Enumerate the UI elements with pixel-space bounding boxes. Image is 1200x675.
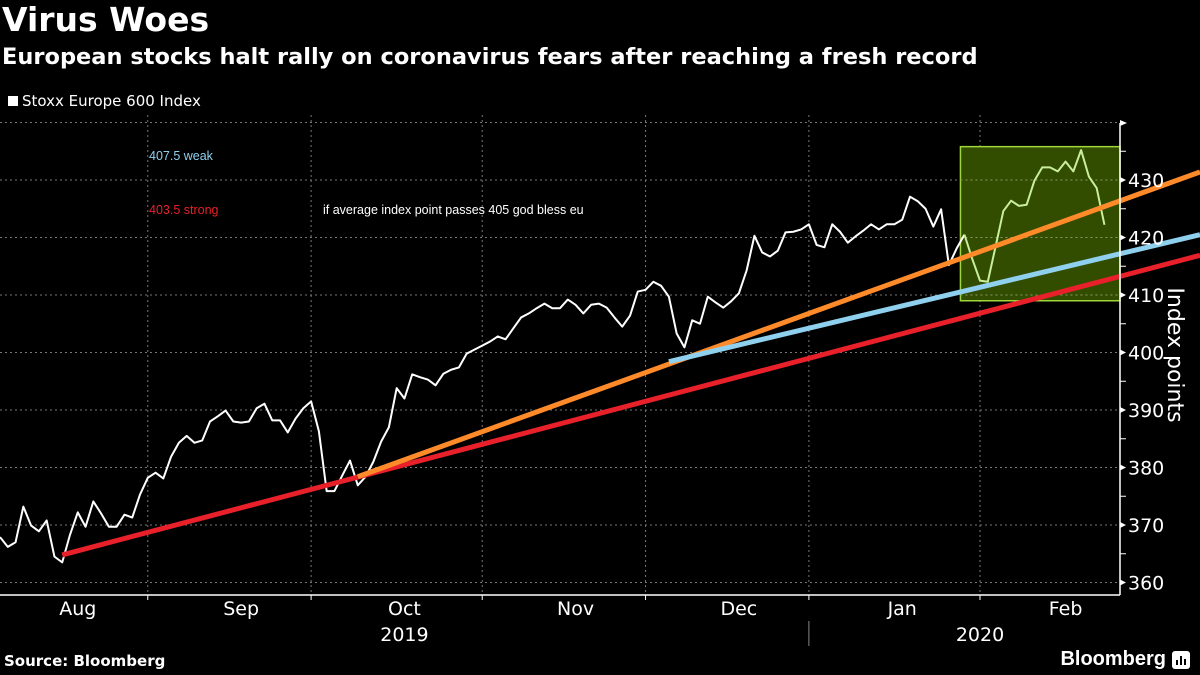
x-year-label: 2020 — [956, 624, 1004, 646]
chart-subtitle: European stocks halt rally on coronaviru… — [2, 44, 978, 70]
source-label: Source: Bloomberg — [4, 652, 166, 670]
x-year-label: 2019 — [380, 624, 428, 646]
series-line-stoxx600 — [0, 195, 966, 564]
y-axis-label: Index points — [1162, 287, 1187, 422]
y-tick-mark — [1120, 292, 1126, 298]
y-tick-mark — [1120, 177, 1126, 183]
y-tick-label: 420 — [1128, 228, 1164, 250]
series-line-stoxx600-highlight — [963, 149, 1106, 283]
series-lines — [0, 149, 1106, 564]
axes: 360 370 380 390 400 410 420 430 Aug Sep Oct Nov Dec J… — [0, 120, 1187, 646]
annotation-weak: 407.5 weak — [149, 149, 214, 163]
y-tick-mark — [1120, 464, 1126, 471]
y-tick-label: 360 — [1128, 573, 1164, 595]
bloomberg-chart-icon — [1172, 651, 1190, 669]
y-tick-label: 430 — [1128, 170, 1164, 192]
x-tick-label: Aug — [59, 598, 96, 620]
legend-label: Stoxx Europe 600 Index — [22, 92, 201, 110]
annotation-strong: 403.5 strong — [149, 203, 219, 217]
x-tick-label: Feb — [1049, 598, 1083, 620]
y-tick-mark — [1120, 349, 1126, 356]
legend-swatch-icon — [8, 96, 18, 106]
x-tick-label: Sep — [223, 598, 259, 620]
trend-line — [356, 169, 1200, 480]
x-tick-label: Jan — [887, 598, 917, 620]
y-tick-label: 390 — [1128, 400, 1164, 422]
y-tick-mark — [1120, 407, 1126, 413]
y-tick-mark — [1120, 234, 1126, 241]
y-tick-mark — [1120, 579, 1126, 586]
grid — [0, 115, 1120, 595]
y-tick-mark — [1120, 522, 1126, 528]
y-tick-label: 370 — [1128, 515, 1164, 537]
y-tick-label: 380 — [1128, 458, 1164, 480]
chart-title: Virus Woes — [2, 0, 210, 39]
x-tick-label: Dec — [720, 598, 757, 620]
y-tick-label: 410 — [1128, 285, 1164, 307]
x-tick-label: Nov — [557, 598, 594, 620]
trend-lines — [61, 169, 1200, 558]
y-tick-label: 400 — [1128, 343, 1164, 365]
annotation-note: if average index point passes 405 god bl… — [323, 203, 584, 217]
trend-line — [61, 252, 1200, 558]
legend: Stoxx Europe 600 Index — [8, 92, 201, 110]
trend-line — [668, 232, 1200, 365]
brand-logo: Bloomberg — [1060, 648, 1166, 670]
x-tick-label: Oct — [388, 598, 421, 620]
y-axis-top-arrow — [1120, 120, 1127, 126]
